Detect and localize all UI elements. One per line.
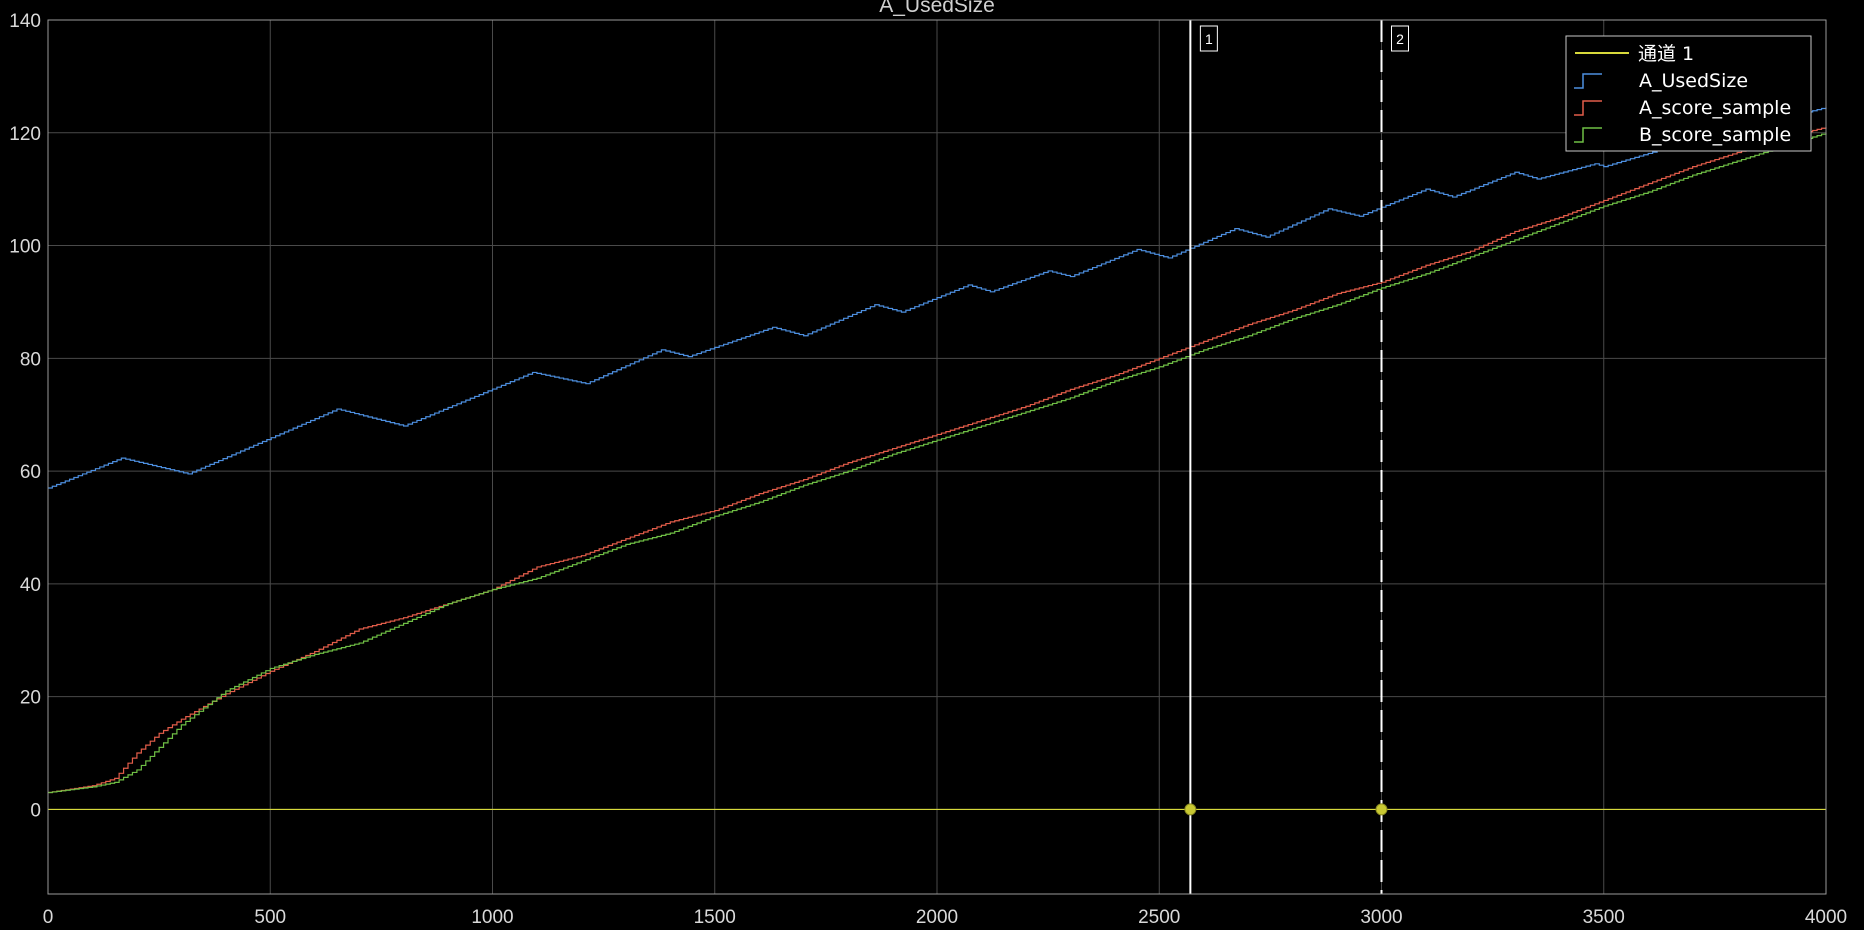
y-tick-label: 60 <box>20 462 41 483</box>
chart-title: A_UsedSize <box>879 0 995 17</box>
x-tick-label: 1500 <box>694 907 736 928</box>
legend-label: 通道 1 <box>1638 43 1694 65</box>
cursor-2-marker[interactable] <box>1375 803 1388 816</box>
y-tick-label: 140 <box>9 11 41 32</box>
legend-entry-b-score-sample[interactable]: B_score_sample <box>1574 124 1791 146</box>
x-tick-label: 3000 <box>1360 907 1402 928</box>
series-a-score-sample <box>48 127 1827 794</box>
legend-swatch <box>1574 127 1602 143</box>
cursor-2-tag[interactable] <box>1391 25 1409 52</box>
x-tick-label: 1000 <box>471 907 513 928</box>
x-tick-label: 2000 <box>916 907 958 928</box>
legend[interactable]: 通道 1 A_UsedSize A_score_sample B_score_samp… <box>1565 35 1812 152</box>
y-tick-label: 0 <box>30 800 41 821</box>
legend-swatch <box>1574 73 1602 89</box>
y-axis: 0 20 40 60 80 100 120 140 <box>9 11 41 821</box>
x-axis: 0 500 1000 1500 2000 2500 3000 3500 4000 <box>43 907 1847 928</box>
x-tick-label: 500 <box>254 907 286 928</box>
axes-frame <box>47 19 1827 895</box>
y-tick-label: 20 <box>20 688 41 709</box>
legend-entry-channel-1[interactable]: 通道 1 <box>1575 43 1694 65</box>
x-tick-label: 2500 <box>1138 907 1180 928</box>
legend-box <box>1565 35 1812 152</box>
legend-label: B_score_sample <box>1639 124 1791 146</box>
legend-entry-a-usedsize[interactable]: A_UsedSize <box>1574 70 1748 92</box>
series-b-score-sample <box>48 132 1827 794</box>
series-a-usedsize <box>48 107 1827 489</box>
x-tick-label: 0 <box>43 907 54 928</box>
legend-label: A_score_sample <box>1639 97 1791 119</box>
legend-swatch <box>1574 100 1602 116</box>
y-tick-label: 40 <box>20 575 41 596</box>
y-tick-label: 120 <box>9 124 41 145</box>
plot-series <box>48 107 1827 811</box>
cursor-1-marker[interactable] <box>1184 803 1197 816</box>
x-tick-label: 3500 <box>1583 907 1625 928</box>
legend-label: A_UsedSize <box>1639 70 1748 92</box>
cursor-1-tag[interactable] <box>1199 25 1218 52</box>
legend-entry-a-score-sample[interactable]: A_score_sample <box>1574 97 1791 119</box>
cursor-1-label: 1 <box>1205 31 1213 47</box>
y-tick-label: 100 <box>9 237 41 258</box>
y-tick-label: 80 <box>20 349 41 370</box>
x-tick-label: 4000 <box>1805 907 1847 928</box>
cursor-2-label: 2 <box>1396 31 1404 47</box>
